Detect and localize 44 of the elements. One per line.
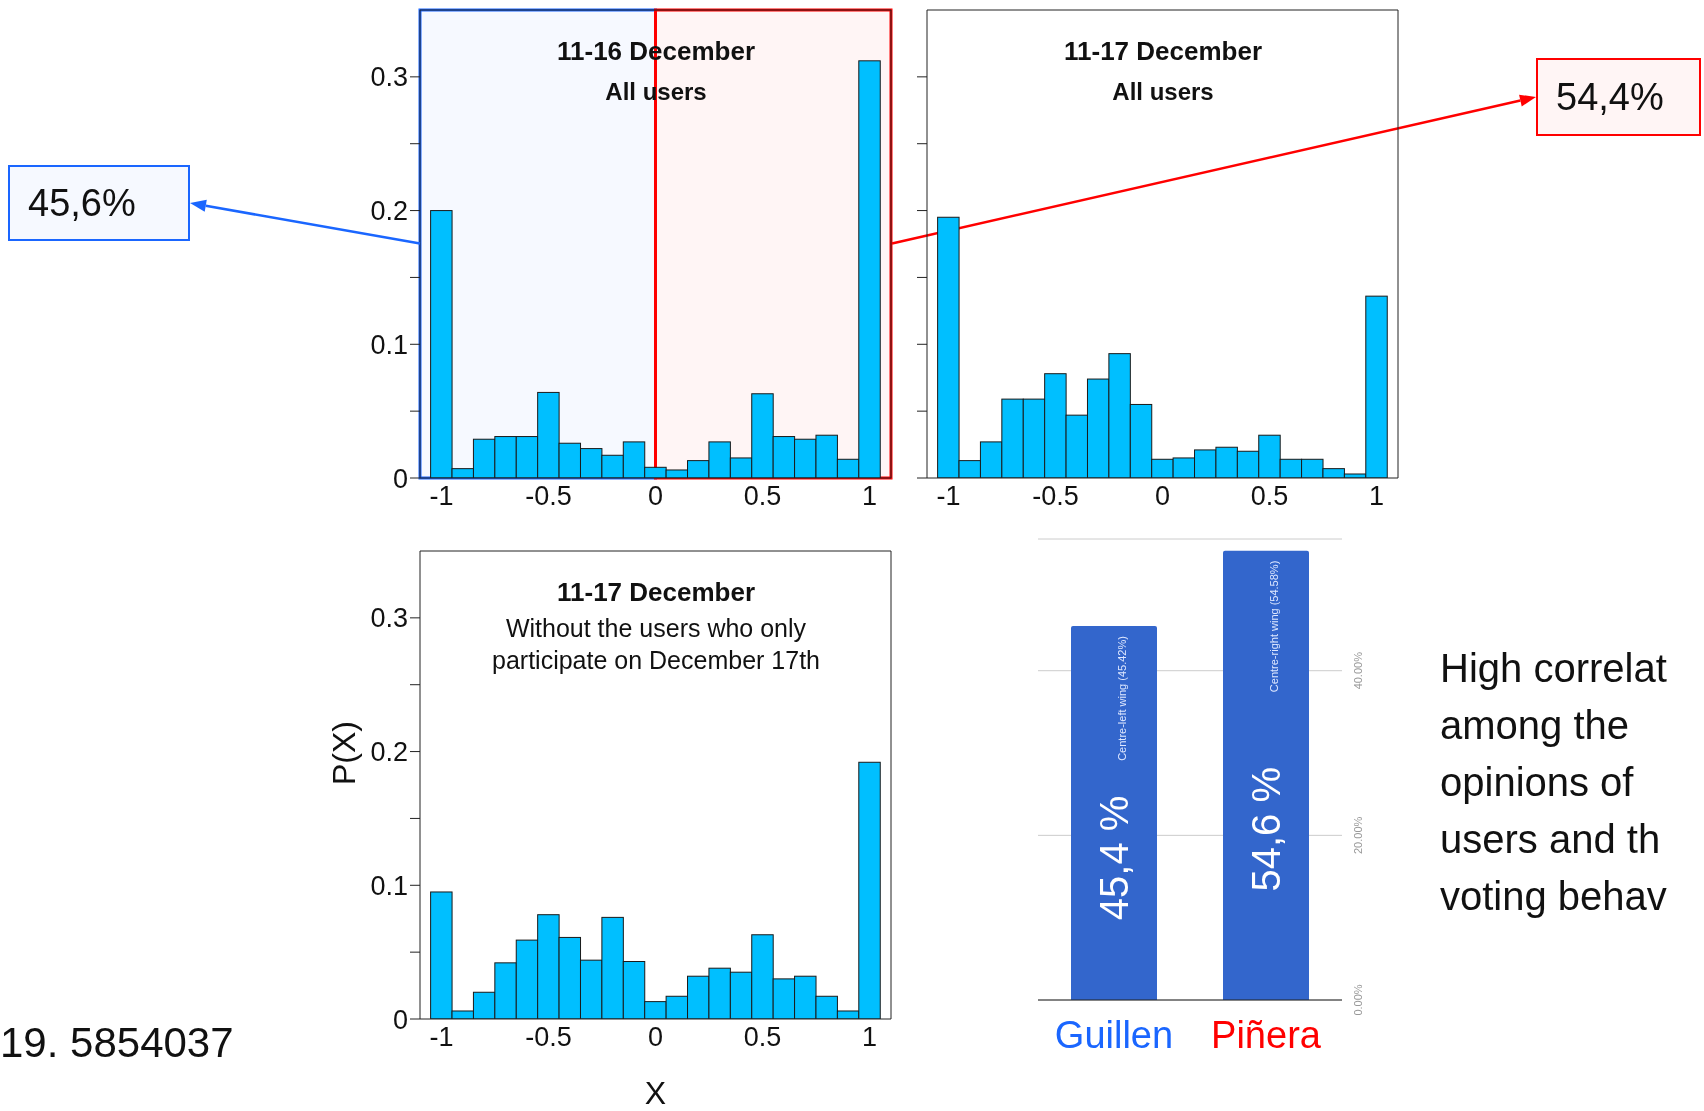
x-tick-label: 0.5	[743, 1022, 782, 1053]
annotation: Centre-left wing (45.42%)	[1116, 636, 1128, 761]
label-box: 54,4%	[1536, 58, 1701, 136]
x-tick-label: Piñera	[1211, 1014, 1322, 1056]
text: users and th	[1440, 816, 1662, 863]
x-tick-label: 1	[1369, 481, 1385, 512]
text: opinions of	[1440, 759, 1635, 806]
text: 11-17 December	[1063, 35, 1263, 68]
annotation: Centre-right wing (54.58%)	[1268, 560, 1280, 693]
y-tick-label: 20.00%	[1352, 816, 1364, 855]
x-tick-label: Guillen	[1054, 1014, 1174, 1056]
text: High correlat	[1440, 645, 1667, 692]
data-label: 45,4 %	[1092, 795, 1136, 921]
x-tick-label: -0.5	[525, 1022, 572, 1053]
text: voting behav	[1440, 873, 1667, 920]
x-tick-label: 0	[647, 481, 664, 512]
text: All users	[1111, 77, 1215, 107]
x-tick-label: -0.5	[1032, 481, 1079, 512]
label-box: 45,6%	[8, 165, 190, 241]
y-axis-title: P(X)	[326, 721, 363, 785]
text: 19. 5854037	[0, 1018, 234, 1068]
text: Without the users who only participate on December 17th	[491, 613, 821, 676]
y-tick-label: 0.00%	[1352, 984, 1364, 1016]
text: among the	[1440, 702, 1631, 749]
x-tick-label: -0.5	[525, 481, 572, 512]
x-tick-label: 0	[1154, 481, 1171, 512]
x-tick-label: 0.5	[743, 481, 782, 512]
data-label: 54,6 %	[1244, 767, 1288, 892]
x-tick-label: -1	[936, 481, 961, 512]
x-tick-label: 0.5	[1250, 481, 1289, 512]
y-tick-label: 0.2	[370, 737, 408, 768]
x-tick-label: 1	[862, 1022, 878, 1053]
y-tick-label: 0.2	[370, 196, 408, 227]
y-tick-label: 0.1	[370, 870, 408, 901]
x-tick-label: -1	[429, 481, 454, 512]
y-tick-label: 40.00%	[1352, 651, 1364, 690]
x-axis-title: X	[644, 1075, 667, 1111]
x-tick-label: 0	[647, 1022, 664, 1053]
y-tick-label: 0.3	[370, 603, 408, 634]
x-tick-label: -1	[429, 1022, 454, 1053]
text: 11-17 December	[556, 576, 756, 609]
y-tick-label: 0.1	[370, 329, 408, 360]
y-tick-label: 0.3	[370, 62, 408, 93]
x-tick-label: 1	[862, 481, 878, 512]
